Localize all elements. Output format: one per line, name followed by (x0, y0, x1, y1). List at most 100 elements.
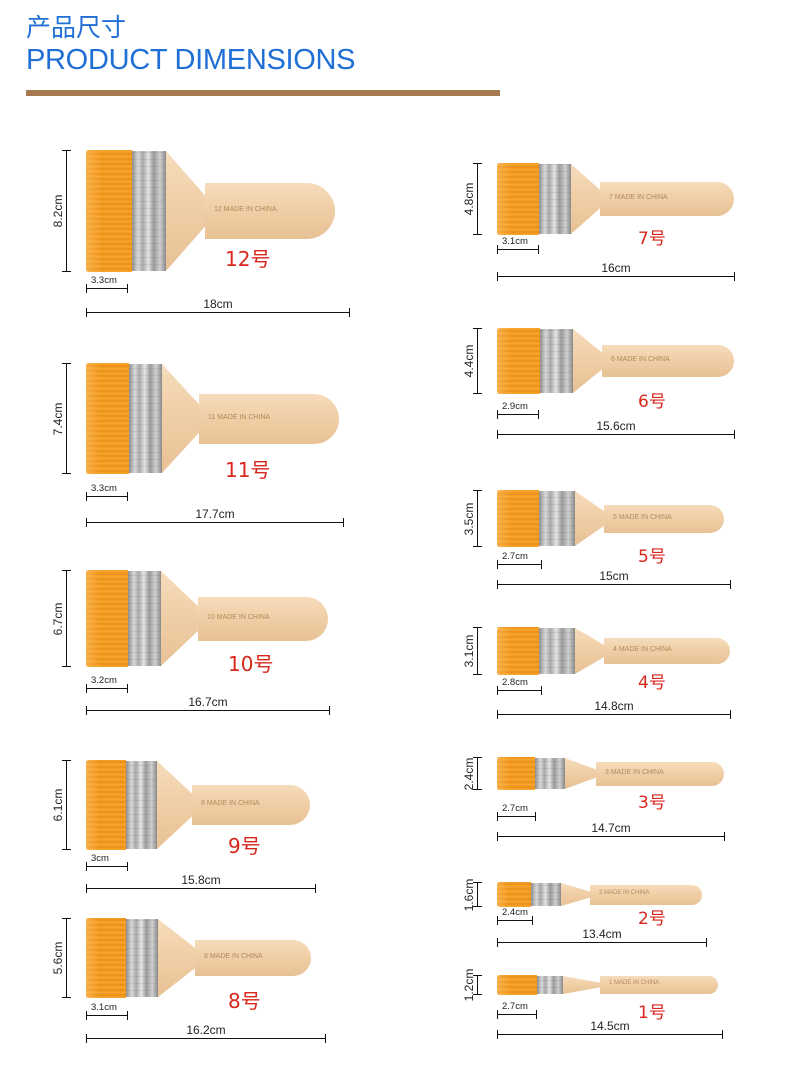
width-dimension-label: 3.1cm (91, 1002, 117, 1013)
handle-stamp: 10 MADE IN CHINA (207, 613, 270, 621)
height-dimension-line (473, 882, 482, 907)
model-number-label: 8号 (228, 989, 261, 1013)
width-dimension-label: 3.2cm (91, 675, 117, 686)
width-dimension-label: 2.7cm (502, 1001, 528, 1012)
height-dimension-label: 1.6cm (462, 878, 476, 911)
ferrule (129, 364, 162, 473)
length-dimension-label: 14.5cm (590, 1019, 630, 1033)
width-dimension-line (497, 812, 536, 821)
height-dimension-line (62, 760, 71, 850)
height-dimension-label: 2.4cm (462, 757, 476, 790)
ferrule (539, 628, 575, 674)
handle-stamp: 2 MADE IN CHINA (599, 889, 650, 896)
handle-neck (561, 883, 591, 906)
width-dimension-line (86, 492, 128, 501)
handle-stamp: 9 MADE IN CHINA (201, 800, 260, 807)
bristles (497, 882, 531, 907)
ferrule (132, 151, 166, 271)
model-number-label: 4号 (638, 673, 666, 693)
handle-neck (158, 919, 196, 997)
length-dimension-label: 15.6cm (596, 419, 636, 433)
height-dimension-line (473, 757, 482, 790)
model-number-label: 6号 (638, 392, 666, 412)
handle-grip (199, 393, 339, 444)
bristles (86, 918, 126, 998)
length-dimension-label: 18cm (203, 297, 233, 311)
width-dimension-line (497, 410, 539, 419)
height-dimension-line (473, 163, 482, 235)
width-dimension-label: 3cm (91, 853, 109, 864)
bristles (497, 627, 539, 675)
width-dimension-label: 3.3cm (91, 275, 117, 286)
bristles (86, 760, 126, 850)
model-number-label: 11号 (225, 458, 271, 482)
model-number-label: 1号 (638, 1003, 666, 1023)
length-dimension-line (86, 518, 344, 527)
ferrule (539, 491, 575, 546)
length-dimension-line (86, 1034, 326, 1043)
handle-stamp: 6 MADE IN CHINA (611, 356, 670, 363)
ferrule (128, 571, 161, 666)
handle-stamp: 4 MADE IN CHINA (613, 646, 672, 653)
page-title-zh: 产品尺寸 (26, 13, 127, 42)
bristles (497, 163, 539, 235)
height-dimension-label: 8.2cm (51, 194, 65, 228)
height-dimension-line (62, 570, 71, 667)
ferrule (535, 758, 565, 789)
length-dimension-label: 15.8cm (181, 873, 221, 887)
handle-grip (192, 785, 310, 825)
length-dimension-label: 16.7cm (188, 695, 228, 709)
page-title-en: PRODUCT DIMENSIONS (26, 44, 356, 76)
height-dimension-line (473, 627, 482, 675)
width-dimension-label: 2.9cm (502, 401, 528, 412)
length-dimension-line (86, 308, 350, 317)
bristles (497, 757, 535, 790)
height-dimension-line (473, 975, 482, 995)
handle-grip (604, 638, 730, 664)
handle-neck (157, 761, 193, 849)
model-number-label: 5号 (638, 547, 666, 567)
width-dimension-label: 2.4cm (502, 907, 528, 918)
handle-neck (575, 491, 605, 546)
length-dimension-line (497, 832, 725, 841)
bristles (86, 570, 128, 667)
width-dimension-label: 3.1cm (502, 236, 528, 247)
bristles (497, 975, 537, 995)
bristles (497, 490, 539, 547)
length-dimension-line (497, 580, 731, 589)
width-dimension-line (497, 916, 533, 925)
height-dimension-label: 6.1cm (51, 788, 65, 822)
length-dimension-label: 14.7cm (591, 821, 631, 835)
height-dimension-label: 1.2cm (462, 968, 476, 1002)
width-dimension-label: 2.7cm (502, 551, 528, 562)
handle-grip (604, 504, 724, 533)
handle-neck (571, 164, 601, 234)
model-number-label: 7号 (638, 229, 666, 249)
handle-neck (161, 571, 199, 666)
length-dimension-label: 13.4cm (582, 927, 622, 941)
model-number-label: 2号 (638, 909, 666, 929)
handle-grip (602, 345, 734, 377)
title-underline (26, 90, 500, 96)
height-dimension-label: 3.5cm (462, 502, 476, 535)
model-number-label: 3号 (638, 793, 666, 813)
handle-neck (563, 976, 601, 994)
length-dimension-label: 17.7cm (195, 507, 235, 521)
ferrule (537, 976, 563, 994)
handle-neck (573, 329, 603, 393)
height-dimension-line (62, 918, 71, 998)
handle-grip (600, 182, 734, 216)
height-dimension-label: 5.6cm (51, 941, 65, 975)
height-dimension-line (62, 363, 71, 474)
height-dimension-label: 7.4cm (51, 402, 65, 435)
bristles (86, 363, 129, 474)
height-dimension-label: 4.4cm (462, 344, 476, 378)
handle-neck (575, 628, 605, 674)
length-dimension-label: 16cm (601, 261, 631, 275)
width-dimension-line (497, 1010, 537, 1019)
width-dimension-line (86, 284, 128, 293)
handle-grip (590, 884, 702, 905)
handle-stamp: 7 MADE IN CHINA (609, 194, 668, 201)
height-dimension-label: 6.7cm (51, 602, 65, 635)
length-dimension-line (497, 1030, 723, 1039)
